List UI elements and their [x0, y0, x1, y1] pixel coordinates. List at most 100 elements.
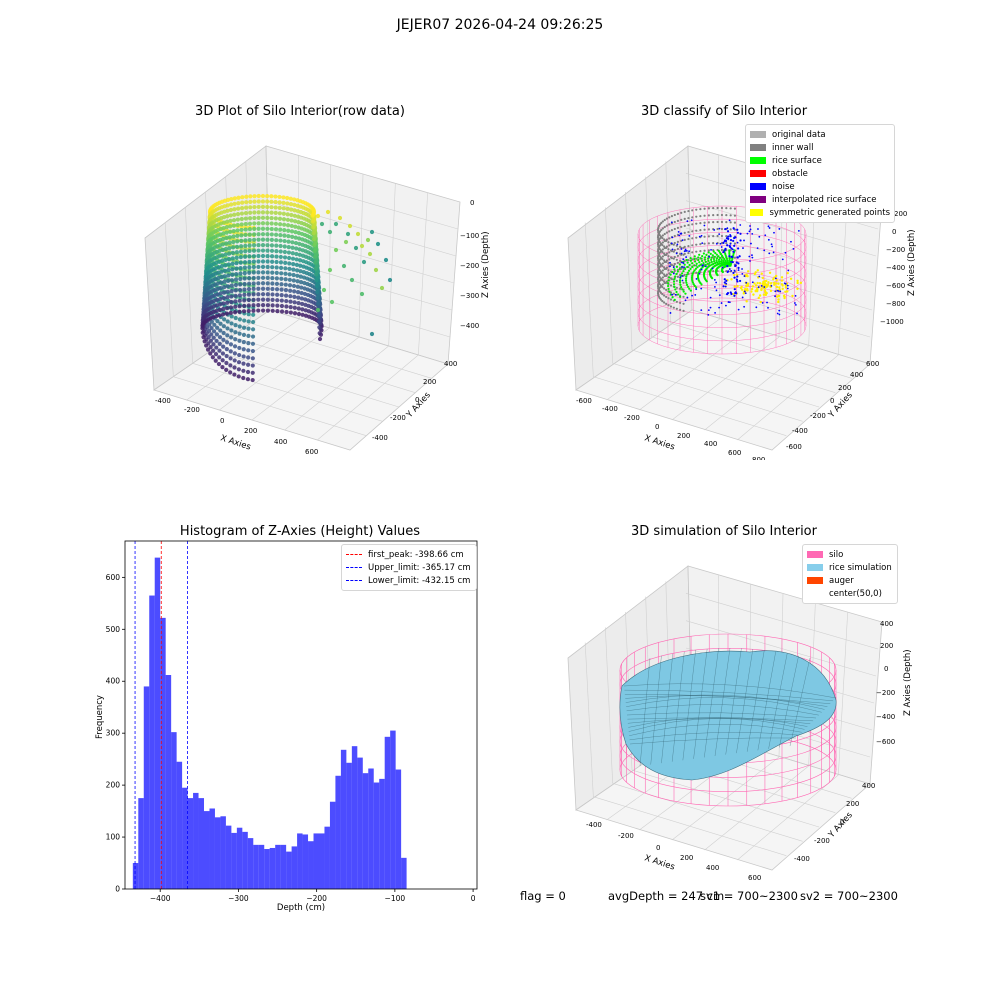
- histogram-bar: [275, 844, 281, 889]
- histogram-bar: [269, 847, 276, 889]
- svg-text:400: 400: [706, 864, 719, 872]
- histogram-xlabel: Depth (cm): [277, 903, 325, 913]
- plot2-xlabel: X Axies: [643, 433, 676, 452]
- legend-item-original-data: original data: [750, 128, 890, 141]
- svg-text:-400: -400: [792, 427, 808, 435]
- legend-item-inner-wall: inner wall: [750, 141, 890, 154]
- plot4-legend: silo rice simulation auger center(50,0): [802, 544, 898, 604]
- histogram-bar: [401, 857, 407, 889]
- plot4-tick-labels: -400 -200 0 200 400 600 -400 -200 0 200 …: [586, 620, 895, 880]
- svg-text:0: 0: [840, 818, 844, 826]
- histogram-bar: [297, 833, 303, 889]
- legend-item-lower-limit: Lower_limit: -432.15 cm: [346, 574, 472, 587]
- histogram-bar: [160, 617, 166, 889]
- histogram-title: Histogram of Z-Axies (Height) Values: [179, 524, 421, 539]
- histogram-bar: [329, 801, 336, 889]
- histogram-ylabel: Frequency: [95, 695, 105, 739]
- histogram-bar: [324, 826, 330, 889]
- histogram-bar: [182, 787, 188, 889]
- flag-text: flag = 0: [520, 889, 566, 903]
- svg-text:0: 0: [884, 665, 888, 673]
- histogram-bar: [313, 833, 319, 889]
- legend-item-silo: silo: [807, 548, 893, 561]
- plot4-rice-surface: [619, 647, 837, 781]
- plot1-tick-labels: -400 -200 0 200 400 600 -400 -200 0 200 …: [155, 199, 479, 456]
- histogram-bar: [390, 730, 396, 889]
- histogram-bar: [132, 863, 139, 889]
- svg-text:-200: -200: [624, 414, 640, 422]
- plot1-xtick: 400: [274, 438, 287, 446]
- svg-text:200: 200: [894, 210, 907, 218]
- legend-swatch: [750, 170, 766, 177]
- histogram-bar: [204, 811, 210, 889]
- histogram-bar: [242, 831, 248, 889]
- histogram-bar: [368, 768, 374, 889]
- histogram-bar: [373, 782, 380, 889]
- plot4-zlabel: Z Axies (Depth): [903, 649, 913, 716]
- svg-text:0: 0: [892, 228, 896, 236]
- histogram-bar: [247, 838, 254, 889]
- x-tick-label: −100: [385, 894, 406, 903]
- legend-swatch: [750, 196, 766, 203]
- sv2-text: sv2 = 700~2300: [800, 889, 898, 903]
- svg-text:0: 0: [656, 844, 660, 852]
- histogram-legend: first_peak: -398.66 cm Upper_limit: -365…: [341, 544, 477, 591]
- histogram-bar: [351, 746, 358, 889]
- histogram-bar: [286, 851, 292, 889]
- histogram-bar: [291, 846, 298, 889]
- histogram-bar: [176, 761, 183, 889]
- plot1-xtick: 600: [305, 448, 318, 456]
- svg-text:−200: −200: [876, 689, 895, 697]
- plot1-ztick: −400: [460, 322, 479, 330]
- legend-swatch: [807, 551, 823, 558]
- svg-text:-200: -200: [814, 837, 830, 845]
- histogram-bars: [132, 557, 407, 889]
- plot4-title: 3D simulation of Silo Interior: [631, 524, 817, 539]
- svg-text:0: 0: [830, 397, 834, 405]
- plot4-3d-axes: -400 -200 0 200 400 600 -400 -200 0 200 …: [567, 565, 913, 880]
- x-tick-label: 0: [471, 894, 476, 903]
- histogram-bar: [308, 841, 314, 889]
- plot1-ytick: 0: [415, 396, 419, 404]
- legend-line: [346, 567, 362, 568]
- x-tick-label: −300: [228, 894, 249, 903]
- plot2-tick-labels: -600 -400 -200 0 200 400 600 800 -600 -4…: [576, 210, 907, 460]
- y-tick-label: 0: [115, 885, 120, 894]
- legend-swatch: [750, 183, 766, 190]
- plot1-title: 3D Plot of Silo Interior(row data): [195, 104, 405, 119]
- histogram-bar: [379, 778, 385, 889]
- histogram-bar: [236, 827, 243, 889]
- plot1-ytick: 200: [423, 378, 436, 386]
- y-tick-label: 600: [106, 573, 121, 582]
- legend-item-symmetric: symmetric generated points: [750, 206, 890, 219]
- svg-text:400: 400: [850, 371, 863, 379]
- legend-item-auger: auger: [807, 574, 893, 587]
- legend-item-center: center(50,0): [807, 587, 893, 600]
- histogram-bar: [384, 736, 391, 889]
- svg-text:-200: -200: [618, 832, 634, 840]
- legend-item-upper-limit: Upper_limit: -365.17 cm: [346, 561, 472, 574]
- histogram-bar: [318, 833, 325, 889]
- plot1-ztick: 0: [470, 199, 474, 207]
- plot1-zlabel: Z Axies (Depth): [481, 231, 491, 298]
- histogram-bar: [280, 844, 287, 889]
- svg-text:600: 600: [748, 874, 761, 880]
- svg-text:−600: −600: [886, 282, 905, 290]
- histogram-bar: [258, 844, 265, 889]
- histogram-bar: [187, 798, 194, 889]
- legend-line: [346, 554, 362, 555]
- svg-text:-600: -600: [786, 443, 802, 451]
- plot1-ytick: -200: [390, 414, 406, 422]
- legend-item-rice-simulation: rice simulation: [807, 561, 893, 574]
- histogram-bar: [253, 844, 259, 889]
- histogram-bar: [171, 732, 177, 889]
- histogram-bar: [220, 816, 226, 889]
- histogram-bar: [165, 675, 172, 889]
- plot1-xtick: -200: [184, 406, 200, 414]
- svg-text:−600: −600: [876, 738, 895, 746]
- svg-text:600: 600: [728, 449, 741, 457]
- svg-text:−800: −800: [886, 300, 905, 308]
- svg-text:−400: −400: [876, 713, 895, 721]
- histogram-bar: [395, 769, 402, 889]
- legend-swatch: [750, 144, 766, 151]
